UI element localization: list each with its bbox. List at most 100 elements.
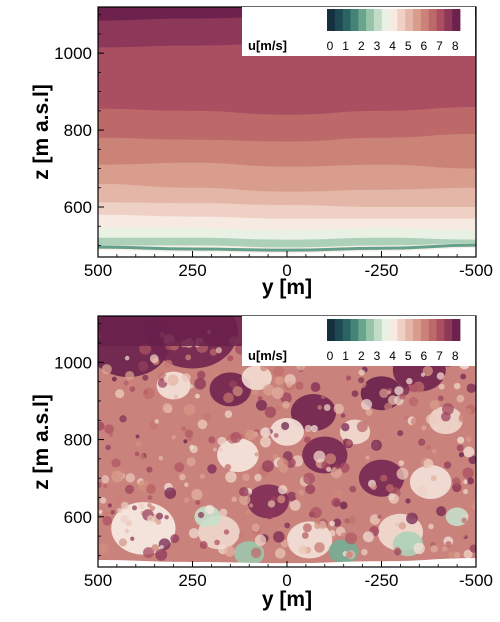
speckle — [456, 526, 468, 538]
speckle — [466, 383, 476, 394]
speckle — [304, 424, 312, 432]
bottom-y-axis-label: z [m a.s.l] — [30, 394, 53, 490]
speckle — [251, 523, 260, 532]
bottom-colorbar-title: u[m/s] — [248, 348, 287, 363]
colorbar-tick-label: 5 — [405, 39, 412, 53]
speckle — [173, 394, 179, 399]
colorbar-segment — [397, 9, 406, 31]
speckle — [159, 544, 164, 550]
speckle — [219, 508, 228, 517]
speckle — [277, 495, 286, 504]
speckle — [334, 489, 343, 498]
speckle — [164, 487, 177, 499]
speckle — [281, 421, 290, 431]
speckle — [118, 538, 127, 547]
colorbar-segment — [420, 319, 430, 341]
speckle — [458, 452, 465, 458]
speckle — [436, 372, 445, 380]
speckle — [98, 481, 102, 489]
speckle — [262, 384, 275, 396]
colorbar-segment — [452, 9, 461, 31]
velocity-patch — [290, 394, 337, 432]
y-tick-label: 1000 — [54, 353, 92, 372]
speckle — [138, 502, 145, 510]
colorbar-segment — [389, 9, 398, 31]
speckle — [164, 405, 173, 413]
speckle — [445, 541, 452, 548]
speckle — [286, 381, 293, 388]
speckle — [209, 348, 218, 356]
speckle — [379, 388, 389, 398]
speckle — [273, 531, 285, 543]
speckle — [129, 386, 136, 392]
speckle — [135, 434, 140, 439]
speckle — [289, 499, 301, 511]
speckle — [189, 384, 194, 389]
speckle — [227, 355, 234, 362]
speckle — [134, 451, 140, 457]
velocity-patch — [194, 505, 221, 528]
speckle — [443, 461, 452, 469]
speckle — [313, 450, 326, 463]
bottom-colorbar-strip — [327, 319, 461, 341]
speckle — [195, 499, 201, 505]
speckle — [183, 439, 188, 444]
speckle — [257, 396, 263, 401]
speckle — [223, 392, 234, 404]
velocity-patch — [241, 365, 272, 391]
speckle — [260, 436, 272, 448]
y-tick-label: 1000 — [54, 44, 92, 63]
speckle — [286, 491, 297, 502]
speckle — [377, 514, 382, 519]
speckle — [406, 378, 413, 385]
speckle — [298, 545, 308, 555]
speckle — [314, 523, 321, 530]
speckle — [146, 466, 153, 473]
speckle — [248, 503, 254, 508]
speckle — [130, 536, 135, 541]
speckle — [208, 436, 216, 444]
speckle — [447, 551, 455, 559]
colorbar-segment — [334, 9, 344, 31]
colorbar-segment — [381, 9, 390, 31]
speckle — [275, 405, 281, 412]
speckle — [181, 426, 187, 432]
speckle — [101, 475, 110, 484]
speckle — [413, 542, 425, 555]
speckle — [469, 544, 476, 553]
top-y-axis-label: z [m a.s.l] — [30, 84, 53, 180]
x-tick-label: 500 — [84, 571, 112, 590]
speckle — [471, 502, 476, 510]
speckle — [274, 376, 284, 385]
speckle — [181, 373, 191, 383]
speckle — [333, 518, 342, 527]
near-ground-streak — [98, 243, 476, 252]
speckle — [110, 510, 115, 515]
speckle — [344, 518, 350, 524]
speckle — [356, 421, 368, 433]
colorbar-segment — [420, 9, 430, 31]
speckle — [212, 368, 221, 377]
speckle — [399, 393, 406, 400]
colorbar-tick-label: 1 — [342, 39, 349, 53]
speckle — [103, 483, 108, 489]
speckle — [301, 532, 309, 539]
speckle — [212, 447, 217, 452]
speckle — [456, 444, 464, 452]
speckle — [345, 551, 353, 559]
speckle — [254, 534, 267, 547]
speckle — [323, 404, 331, 411]
speckle — [397, 430, 404, 437]
speckle — [149, 354, 159, 363]
colorbar-segment — [366, 9, 375, 31]
speckle — [111, 458, 121, 468]
speckle — [224, 545, 236, 557]
velocity-patch — [409, 465, 452, 500]
speckle — [124, 484, 135, 494]
speckle — [431, 448, 437, 454]
colorbar-tick-label: 0 — [327, 349, 334, 363]
